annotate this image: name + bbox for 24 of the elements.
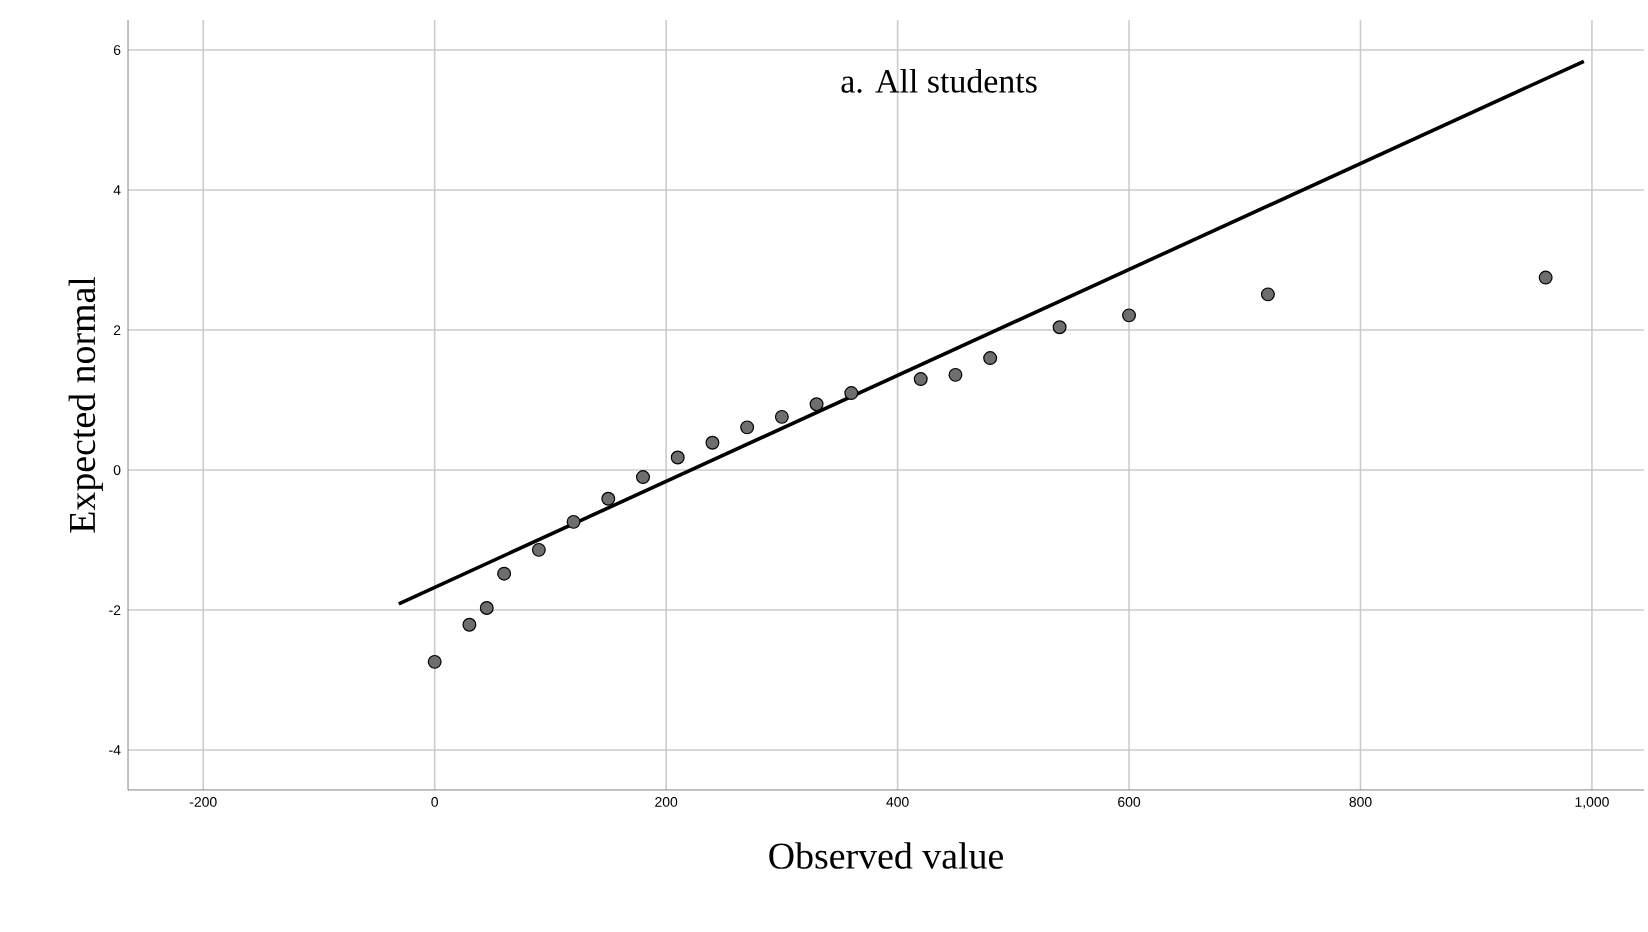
point [497,566,512,581]
point [809,397,824,412]
point [740,420,755,435]
point [983,351,998,366]
point [1122,308,1137,323]
point [948,367,963,382]
point [1052,320,1067,335]
point [462,617,477,632]
point [479,600,494,615]
point [427,654,442,669]
point [670,450,685,465]
point [774,409,789,424]
point [844,386,859,401]
point [1260,287,1275,302]
point [636,470,650,485]
point [566,514,581,529]
point [913,372,928,387]
point [531,542,546,557]
y-axis-title: Expected normal [68,276,103,533]
point [1538,270,1553,285]
text: a. All students [841,68,1037,93]
point [601,491,616,506]
x-axis-title: Observed value [769,842,1003,869]
point [705,435,720,450]
